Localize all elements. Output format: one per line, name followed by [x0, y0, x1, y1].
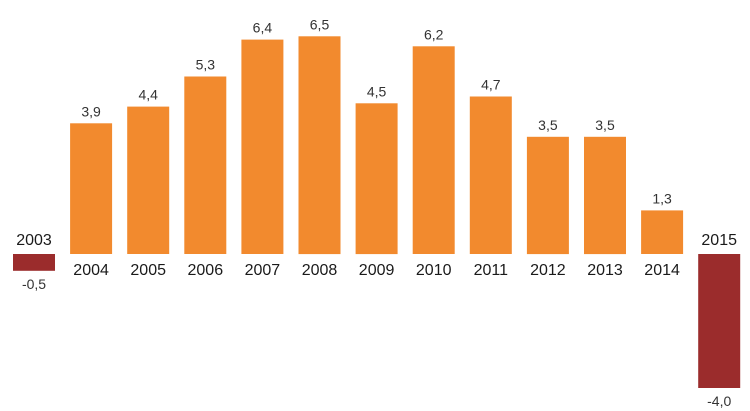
category-label-2005: 2005: [130, 262, 166, 279]
value-label-2004: 3,9: [81, 103, 101, 119]
bar-2014: [641, 210, 684, 254]
value-label-2015: -4,0: [707, 393, 731, 409]
bar-2008: [298, 36, 341, 255]
value-label-2007: 6,4: [253, 20, 273, 36]
bar-2004: [70, 123, 113, 254]
value-label-2012: 3,5: [538, 117, 558, 133]
labels-layer: 2003 -0,5 2004 3,9 2005 4,4 2006 5,3 2007 6,4 2008…: [16, 16, 737, 409]
value-label-2014: 1,3: [652, 190, 672, 206]
category-label-2014: 2014: [644, 262, 680, 279]
value-label-2013: 3,5: [595, 117, 615, 133]
value-label-2008: 6,5: [310, 16, 330, 32]
value-label-2009: 4,5: [367, 83, 387, 99]
bar-2013: [584, 136, 626, 255]
bar-2003: [13, 254, 55, 271]
bar-2011: [469, 96, 512, 254]
bar-2007: [241, 39, 284, 254]
category-label-2006: 2006: [188, 262, 224, 279]
value-label-2010: 6,2: [424, 26, 444, 42]
value-label-2006: 5,3: [196, 57, 216, 73]
bar-2010: [412, 46, 455, 254]
category-label-2013: 2013: [587, 262, 623, 279]
value-label-2005: 4,4: [138, 87, 158, 103]
bars-layer: [13, 36, 741, 388]
category-label-2007: 2007: [245, 262, 281, 279]
bar-2009: [355, 103, 398, 255]
category-label-2011: 2011: [474, 262, 509, 279]
category-label-2008: 2008: [302, 262, 338, 279]
category-label-2009: 2009: [359, 262, 395, 279]
bar-2005: [127, 106, 170, 254]
category-label-2015: 2015: [701, 232, 737, 249]
value-label-2011: 4,7: [481, 77, 501, 93]
value-label-2003: -0,5: [22, 276, 46, 292]
category-label-2010: 2010: [416, 262, 452, 279]
category-label-2004: 2004: [73, 262, 109, 279]
category-label-2003: 2003: [16, 232, 52, 249]
bar-2012: [526, 136, 569, 255]
bar-2006: [184, 76, 227, 254]
category-label-2012: 2012: [530, 262, 566, 279]
bar-2015: [698, 254, 741, 388]
